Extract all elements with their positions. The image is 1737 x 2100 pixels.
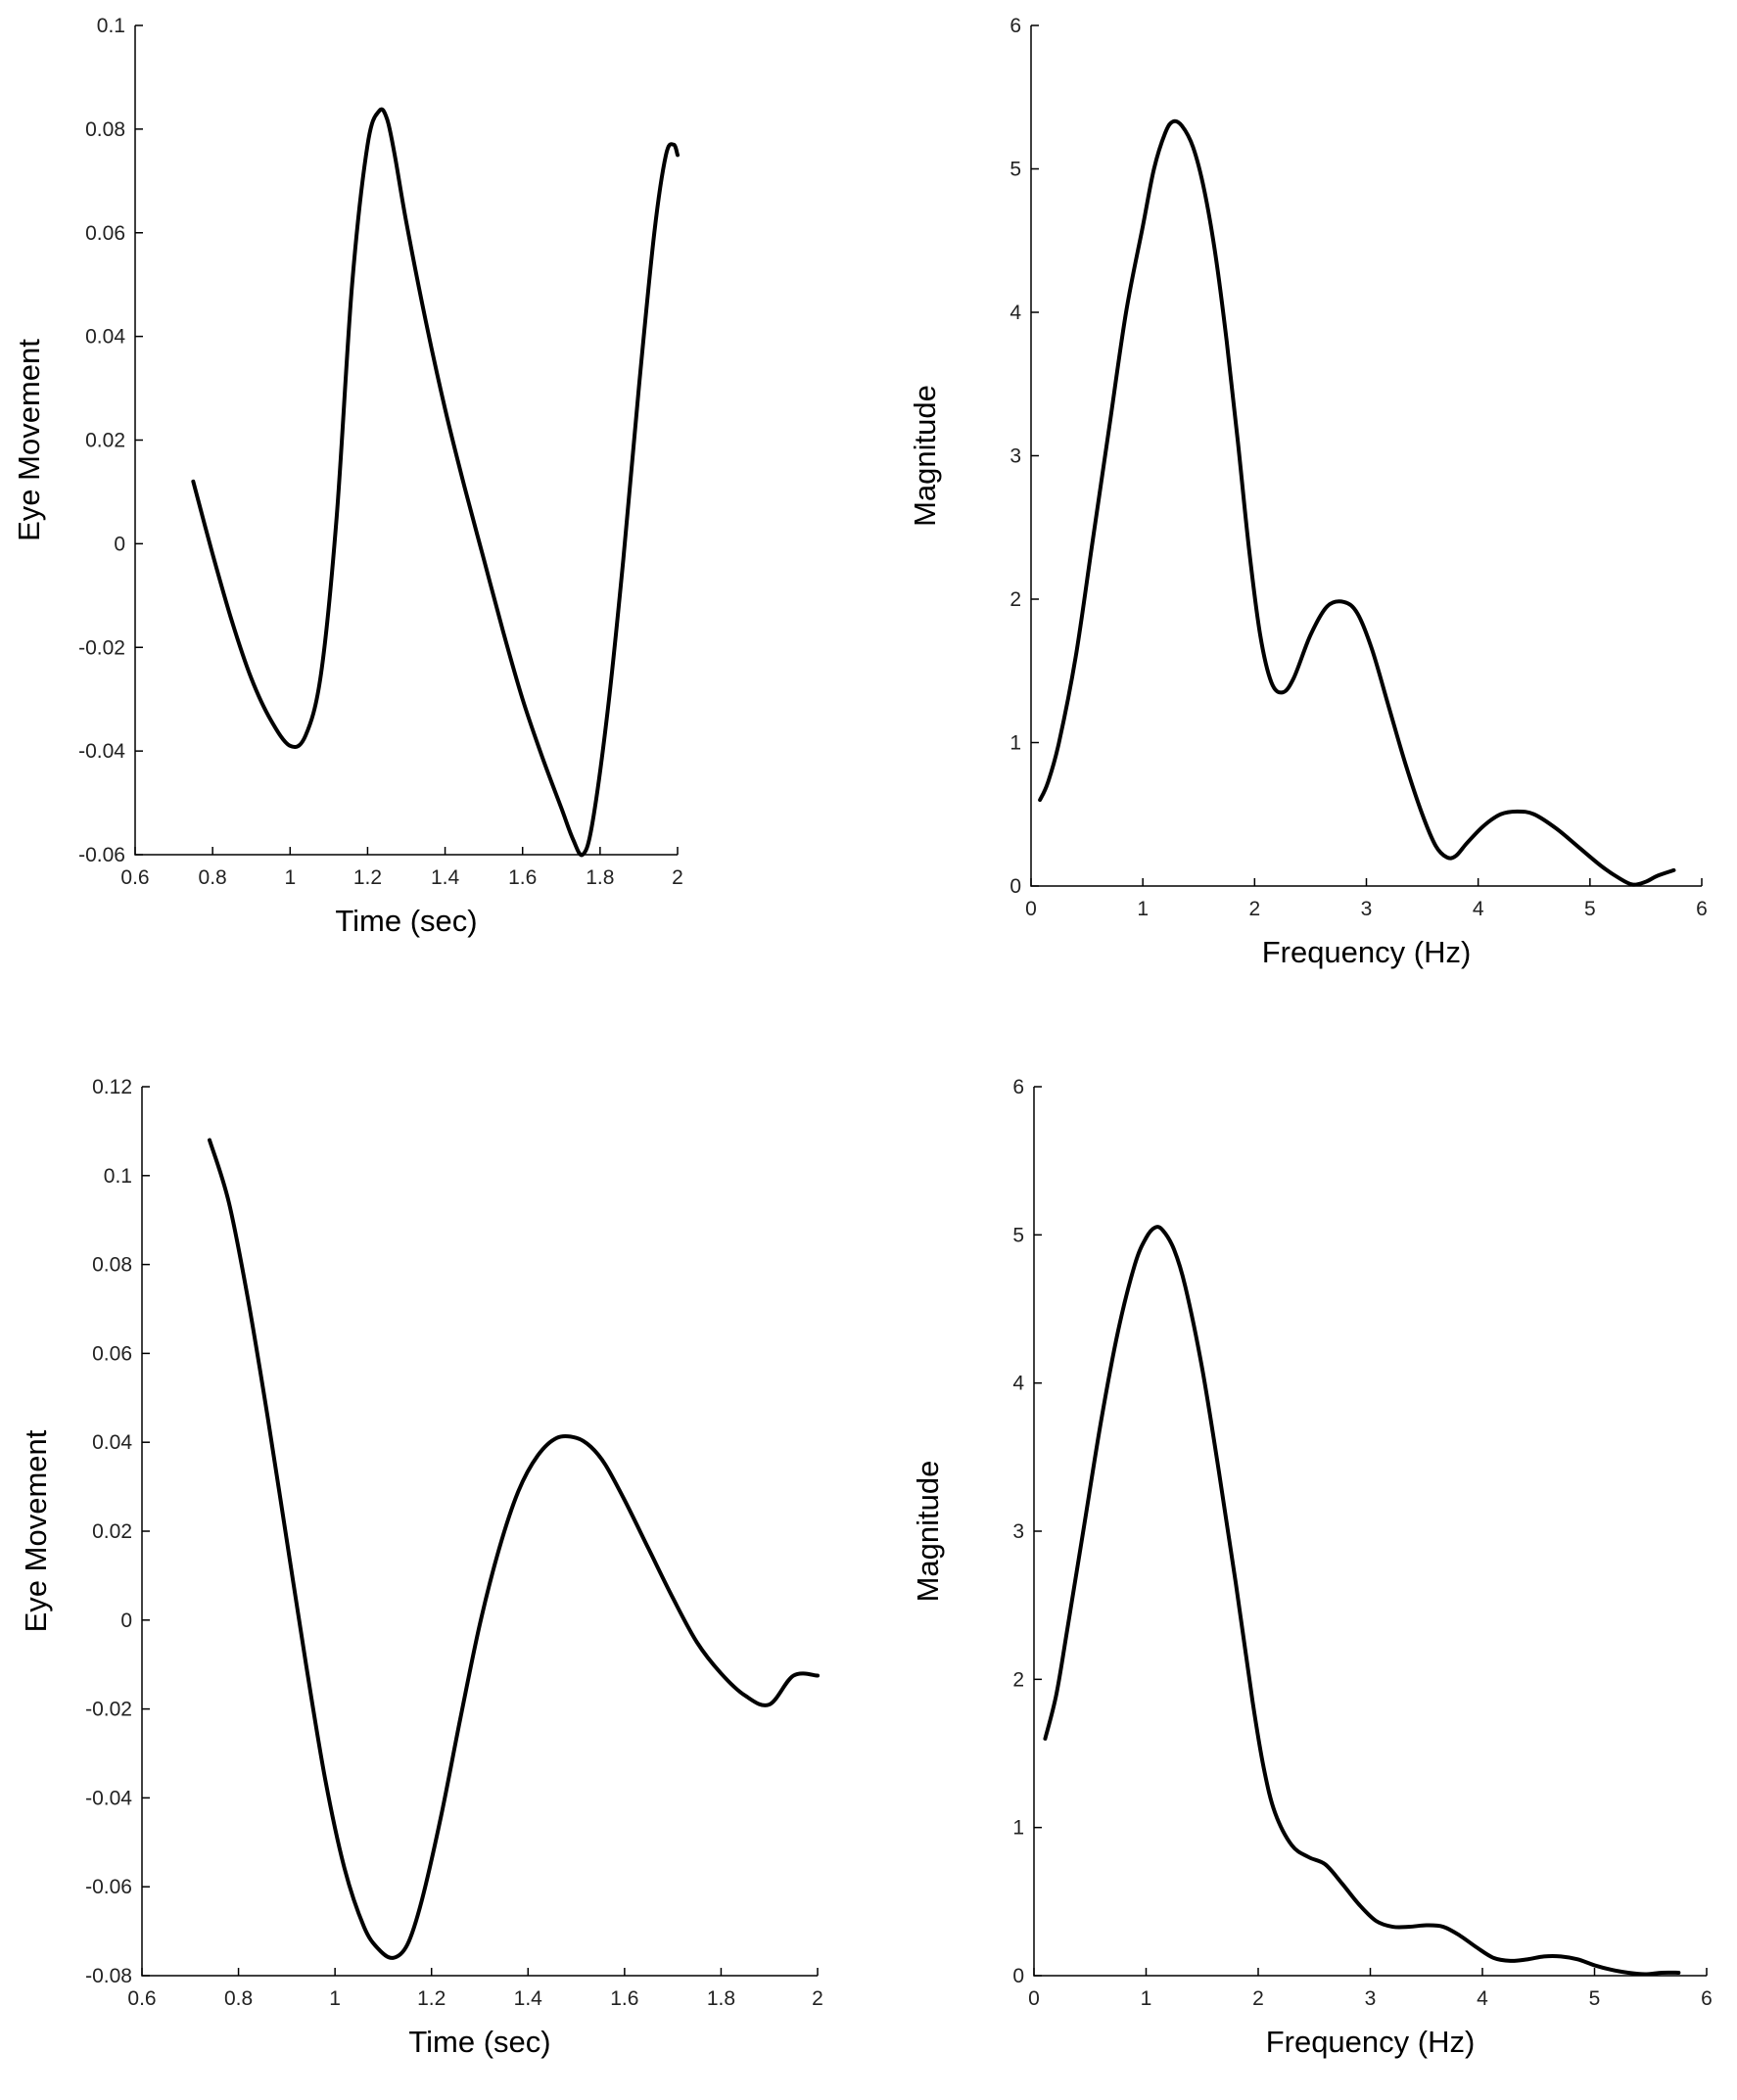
y-tick-label: -0.06 bbox=[78, 844, 125, 866]
y-tick-label: 2 bbox=[1012, 1668, 1024, 1691]
y-axis-label: Eye Movement bbox=[19, 1429, 53, 1632]
x-tick-label: 0.8 bbox=[199, 866, 227, 889]
x-tick-label: 3 bbox=[1361, 898, 1373, 920]
panel-top-left: 0.6 0.8 1 1.2 1.4 1.6 1.8 2 -0.06 -0.04 -0.02 0 0.02… bbox=[12, 15, 683, 938]
x-tick-label: 1 bbox=[1137, 898, 1149, 920]
axis-frame bbox=[134, 25, 678, 856]
y-tick-label: 3 bbox=[1012, 1520, 1024, 1543]
x-tick-label: 1.2 bbox=[417, 1987, 446, 2010]
x-tick-label: 1.4 bbox=[514, 1987, 543, 2010]
y-tick-label: 0.02 bbox=[85, 430, 125, 452]
series-line-magnitude bbox=[1038, 118, 1676, 887]
x-axis-label: Frequency (Hz) bbox=[1266, 2025, 1476, 2059]
axis-frame bbox=[1033, 1087, 1707, 1977]
x-tick-label: 1 bbox=[329, 1987, 341, 2010]
x-tick-label: 1 bbox=[284, 866, 296, 889]
x-tick-label: 6 bbox=[1701, 1987, 1713, 2010]
x-axis-label: Time (sec) bbox=[335, 904, 477, 938]
y-tick-label: 6 bbox=[1012, 1076, 1024, 1098]
x-tick-label: 1.8 bbox=[586, 866, 614, 889]
x-tick-label: 0.6 bbox=[127, 1987, 156, 2010]
y-tick-label: -0.04 bbox=[78, 740, 125, 763]
x-tick-label: 1.8 bbox=[707, 1987, 735, 2010]
y-tick-label: 0.02 bbox=[92, 1520, 132, 1543]
y-tick-label: 0.06 bbox=[92, 1342, 132, 1365]
x-tick-label: 6 bbox=[1696, 898, 1708, 920]
y-tick-label: -0.08 bbox=[85, 1965, 132, 1987]
x-tick-label: 0.6 bbox=[120, 866, 149, 889]
x-axis-label: Time (sec) bbox=[408, 2025, 550, 2059]
x-tick-label: 2 bbox=[672, 866, 683, 889]
axis-frame bbox=[141, 1087, 818, 1977]
y-axis-label: Magnitude bbox=[911, 1461, 945, 1603]
x-tick-label: 1.2 bbox=[353, 866, 382, 889]
y-tick-label: 0 bbox=[120, 1610, 132, 1632]
x-tick-label: 1 bbox=[1141, 1987, 1152, 2010]
x-tick-label: 3 bbox=[1365, 1987, 1377, 2010]
y-tick-label: -0.02 bbox=[78, 636, 125, 659]
x-tick-label: 5 bbox=[1589, 1987, 1601, 2010]
x-tick-label: 2 bbox=[1248, 898, 1260, 920]
y-axis-label: Eye Movement bbox=[12, 339, 46, 541]
y-tick-label: 0.1 bbox=[104, 1165, 132, 1188]
y-tick-label: 5 bbox=[1012, 1224, 1024, 1246]
y-tick-label: 0.12 bbox=[92, 1076, 132, 1098]
y-tick-label: 0 bbox=[114, 533, 125, 555]
y-tick-label: 1 bbox=[1009, 732, 1021, 755]
panel-top-right: 0 1 2 3 4 5 6 0 1 2 3 4 5 6 Frequency (Hz) Magnitude bbox=[908, 15, 1708, 969]
y-tick-label: 0 bbox=[1012, 1965, 1024, 1987]
y-tick-label: 0.1 bbox=[97, 15, 125, 37]
series-line-eye-movement bbox=[191, 107, 680, 858]
y-tick-label: 0 bbox=[1009, 875, 1021, 898]
y-tick-label: 0.04 bbox=[85, 326, 125, 349]
y-tick-label: 0.04 bbox=[92, 1431, 132, 1454]
y-tick-label: 4 bbox=[1009, 302, 1021, 324]
axis-frame bbox=[1030, 25, 1702, 887]
y-tick-label: 0.08 bbox=[85, 118, 125, 141]
x-tick-label: 2 bbox=[812, 1987, 823, 2010]
y-tick-label: -0.02 bbox=[85, 1699, 132, 1721]
y-tick-label: 3 bbox=[1009, 445, 1021, 468]
x-tick-label: 0 bbox=[1028, 1987, 1040, 2010]
panel-bottom-right: 0 1 2 3 4 5 6 0 1 2 3 4 5 6 Frequency (Hz) Magnitude bbox=[911, 1076, 1713, 2059]
series-line-eye-movement bbox=[208, 1138, 820, 1960]
x-tick-label: 1.6 bbox=[610, 1987, 638, 2010]
y-tick-label: 2 bbox=[1009, 588, 1021, 611]
x-tick-label: 5 bbox=[1584, 898, 1596, 920]
y-tick-label: 0.06 bbox=[85, 222, 125, 245]
x-tick-label: 4 bbox=[1473, 898, 1484, 920]
x-tick-label: 1.6 bbox=[508, 866, 537, 889]
y-tick-label: 6 bbox=[1009, 15, 1021, 37]
y-axis-label: Magnitude bbox=[908, 385, 942, 527]
y-tick-label: -0.04 bbox=[85, 1787, 132, 1809]
series-line-magnitude bbox=[1043, 1225, 1681, 1977]
x-tick-label: 1.4 bbox=[431, 866, 460, 889]
x-tick-label: 2 bbox=[1252, 1987, 1264, 2010]
y-tick-label: 0.08 bbox=[92, 1254, 132, 1277]
x-tick-label: 4 bbox=[1477, 1987, 1488, 2010]
y-tick-label: 1 bbox=[1012, 1817, 1024, 1840]
y-tick-label: 5 bbox=[1009, 159, 1021, 181]
y-tick-label: 4 bbox=[1012, 1373, 1024, 1395]
x-tick-label: 0.8 bbox=[224, 1987, 253, 2010]
y-tick-label: -0.06 bbox=[85, 1876, 132, 1898]
x-tick-label: 0 bbox=[1025, 898, 1037, 920]
panel-bottom-left: 0.6 0.8 1 1.2 1.4 1.6 1.8 2 -0.08 -0.06 -0.04 -0.02… bbox=[19, 1076, 823, 2059]
x-axis-label: Frequency (Hz) bbox=[1262, 935, 1472, 969]
